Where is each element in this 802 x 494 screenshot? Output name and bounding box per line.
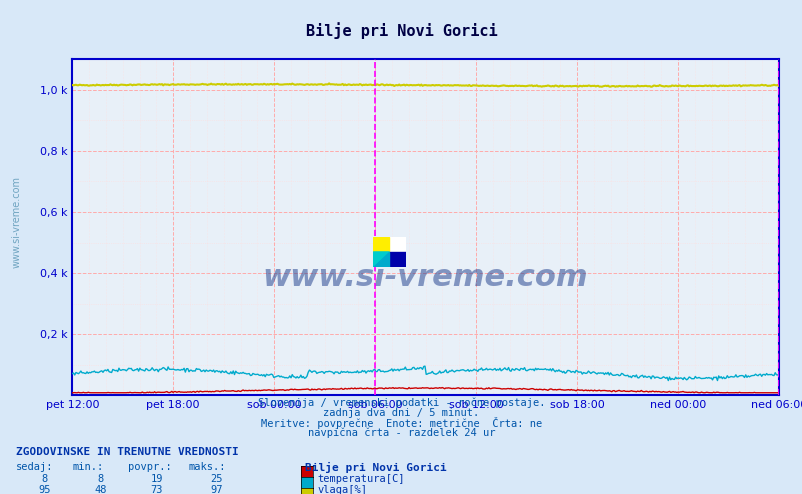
Text: 97: 97: [210, 485, 223, 494]
Text: zadnja dva dni / 5 minut.: zadnja dva dni / 5 minut.: [323, 408, 479, 417]
Text: Meritve: povprečne  Enote: metrične  Črta: ne: Meritve: povprečne Enote: metrične Črta:…: [261, 417, 541, 429]
Text: navpična črta - razdelek 24 ur: navpična črta - razdelek 24 ur: [307, 427, 495, 438]
Text: www.si-vreme.com: www.si-vreme.com: [262, 263, 588, 292]
Text: Bilje pri Novi Gorici: Bilje pri Novi Gorici: [305, 462, 447, 473]
Text: ZGODOVINSKE IN TRENUTNE VREDNOSTI: ZGODOVINSKE IN TRENUTNE VREDNOSTI: [16, 447, 238, 457]
Text: 8: 8: [41, 474, 47, 484]
Text: 19: 19: [150, 474, 163, 484]
Text: 73: 73: [150, 485, 163, 494]
Polygon shape: [373, 252, 389, 267]
Bar: [373, 237, 389, 252]
Text: temperatura[C]: temperatura[C]: [317, 474, 404, 484]
Bar: [389, 252, 405, 267]
Text: sedaj:: sedaj:: [16, 462, 54, 472]
Text: Slovenija / vremenski podatki - ročne postaje.: Slovenija / vremenski podatki - ročne po…: [257, 398, 545, 408]
Text: povpr.:: povpr.:: [128, 462, 172, 472]
Text: Bilje pri Novi Gorici: Bilje pri Novi Gorici: [306, 22, 496, 39]
Text: 8: 8: [97, 474, 103, 484]
Text: 25: 25: [210, 474, 223, 484]
Text: min.:: min.:: [72, 462, 103, 472]
Text: www.si-vreme.com: www.si-vreme.com: [12, 176, 22, 268]
Text: maks.:: maks.:: [188, 462, 226, 472]
Text: 48: 48: [94, 485, 107, 494]
Polygon shape: [373, 252, 389, 267]
Text: vlaga[%]: vlaga[%]: [317, 485, 367, 494]
Text: 95: 95: [38, 485, 51, 494]
